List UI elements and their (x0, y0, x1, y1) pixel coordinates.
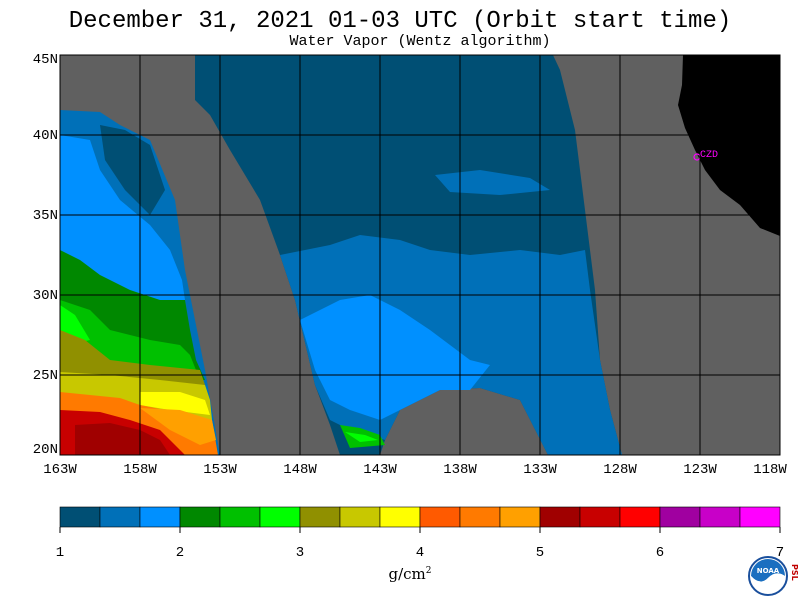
lat-label-25n: 25N (32, 368, 58, 384)
colorbar-tick-7: 7 (775, 545, 785, 561)
colorbar-swatch (59, 506, 101, 528)
colorbar-swatch (459, 506, 501, 528)
colorbar-swatch (659, 506, 701, 528)
unit-exponent: 2 (425, 566, 432, 576)
colorbar-swatch (139, 506, 181, 528)
colorbar-swatch (299, 506, 341, 528)
lon-label-133w: 133W (523, 462, 557, 478)
lon-label-158w: 158W (123, 462, 157, 478)
lon-label-138w: 138W (443, 462, 477, 478)
right-swath-bright (300, 295, 490, 420)
lat-label-30n: 30N (32, 288, 58, 304)
colorbar-swatch (379, 506, 421, 528)
left-swath-bright (60, 135, 185, 300)
colorbar-tick-3: 3 (295, 545, 305, 561)
map-subtitle: Water Vapor (Wentz algorithm) (289, 33, 551, 50)
colorbar-swatch (539, 506, 581, 528)
left-swath-brightyellow (140, 392, 210, 415)
colorbar-swatch (259, 506, 301, 528)
colorbar-tick-5: 5 (535, 545, 545, 561)
station-label: CZD (700, 150, 718, 161)
colorbar-swatch (419, 506, 461, 528)
left-swath-olive (60, 330, 205, 385)
lat-label-45n: 45N (32, 52, 58, 68)
lat-label-20n: 20N (32, 442, 58, 458)
lon-label-123w: 123W (683, 462, 717, 478)
graticule (60, 55, 780, 455)
colorbar-swatch (699, 506, 741, 528)
colorbar-swatch (619, 506, 661, 528)
map-title: December 31, 2021 01-03 UTC (Orbit start… (68, 8, 732, 35)
colorbar-tick-1: 1 (55, 545, 65, 561)
psl-mark: PSL (790, 564, 799, 583)
colorbar-swatch (219, 506, 261, 528)
left-swath-lightorange (140, 408, 216, 445)
left-swath-darkred (75, 423, 170, 455)
right-swath-lime (345, 432, 378, 442)
colorbar-unit: g/cm2 (380, 565, 440, 583)
left-swath-dark (100, 125, 165, 215)
psl-text: PSL (790, 564, 799, 581)
colorbar-tick-4: 4 (415, 545, 425, 561)
colorbar-swatch (99, 506, 141, 528)
colorbar-swatch (499, 506, 541, 528)
right-swath-patch (435, 170, 550, 195)
lon-label-153w: 153W (203, 462, 237, 478)
lon-label-118w: 118W (753, 462, 787, 478)
noaa-logo-icon: NOAA (748, 556, 788, 596)
map-frame (59, 54, 781, 456)
map-field: CZD (60, 55, 780, 455)
lon-label-163w: 163W (43, 462, 77, 478)
land-north-america (678, 55, 780, 236)
colorbar-tick-2: 2 (175, 545, 185, 561)
colorbar-swatch (579, 506, 621, 528)
colorbar-swatch (179, 506, 221, 528)
colorbar-swatch (739, 506, 781, 528)
colorbar (59, 506, 781, 533)
lon-label-143w: 143W (363, 462, 397, 478)
colorbar-swatch (339, 506, 381, 528)
lon-label-148w: 148W (283, 462, 317, 478)
lon-label-128w: 128W (603, 462, 637, 478)
lat-label-35n: 35N (32, 208, 58, 224)
colorbar-tick-6: 6 (655, 545, 665, 561)
unit-base: g/cm (388, 565, 426, 583)
lat-label-40n: 40N (32, 128, 58, 144)
noaa-logo-text: NOAA (757, 567, 780, 575)
